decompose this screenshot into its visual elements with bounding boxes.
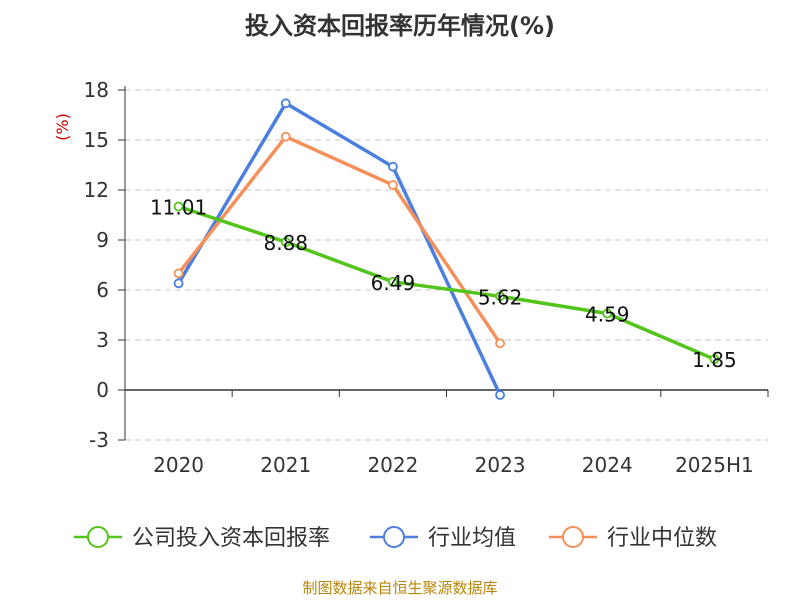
data-point bbox=[173, 268, 184, 279]
data-label: 4.59 bbox=[585, 303, 630, 327]
y-tick-label: 12 bbox=[84, 178, 109, 202]
data-point bbox=[495, 390, 505, 400]
x-tick-label: 2023 bbox=[475, 453, 526, 477]
legend-marker bbox=[562, 526, 584, 548]
y-tick-label: -3 bbox=[89, 428, 109, 452]
data-point bbox=[280, 98, 291, 109]
x-tick-label: 2020 bbox=[153, 453, 204, 477]
y-tick-label: 3 bbox=[96, 328, 109, 352]
data-point bbox=[388, 161, 398, 172]
axes: -3 0 3 6 9 12 15 18 2020 2021 2022 2023 2024 2025H1 bbox=[84, 78, 769, 477]
legend-marker bbox=[87, 526, 109, 548]
legend-label: 公司投入资本回报率 bbox=[132, 526, 330, 551]
data-point bbox=[495, 291, 505, 302]
data-labels: 11.01 8.88 6.49 5.62 4.59 1.85 bbox=[150, 196, 737, 373]
data-label: 5.62 bbox=[478, 285, 523, 309]
x-tick-label: 2021 bbox=[260, 453, 311, 477]
data-point bbox=[709, 354, 720, 365]
data-source-note: 制图数据来自恒生聚源数据库 bbox=[302, 579, 497, 597]
data-label: 6.49 bbox=[371, 271, 416, 295]
data-label: 1.85 bbox=[692, 348, 737, 372]
y-tick-label: 0 bbox=[96, 378, 109, 402]
series-line bbox=[176, 101, 502, 397]
data-point bbox=[388, 276, 398, 287]
series-lines bbox=[173, 98, 720, 400]
x-tick-label: 2025H1 bbox=[675, 453, 754, 477]
y-axis-label: (%) bbox=[53, 113, 72, 141]
data-point bbox=[280, 237, 291, 247]
y-tick-label: 6 bbox=[96, 278, 109, 302]
y-tick-label: 15 bbox=[84, 128, 109, 152]
data-point bbox=[280, 131, 291, 142]
x-tick-label: 2024 bbox=[582, 453, 633, 477]
legend-label: 行业中位数 bbox=[607, 526, 717, 551]
data-point bbox=[602, 308, 613, 319]
data-label: 8.88 bbox=[263, 231, 308, 255]
data-point bbox=[173, 201, 184, 212]
data-point bbox=[495, 338, 505, 349]
series-line bbox=[176, 134, 502, 346]
legend[interactable]: 公司投入资本回报率 行业均值 行业中位数 bbox=[74, 526, 717, 551]
data-label: 11.01 bbox=[150, 196, 207, 220]
legend-marker bbox=[383, 526, 405, 548]
chart-title: 投入资本回报率历年情况(%) bbox=[245, 12, 555, 40]
x-tick-label: 2022 bbox=[367, 453, 418, 477]
legend-label: 行业均值 bbox=[428, 526, 516, 551]
y-tick-label: 18 bbox=[84, 78, 109, 102]
series-line bbox=[176, 204, 717, 361]
y-tick-label: 9 bbox=[96, 228, 109, 252]
data-point bbox=[388, 180, 398, 190]
data-point bbox=[173, 278, 184, 289]
